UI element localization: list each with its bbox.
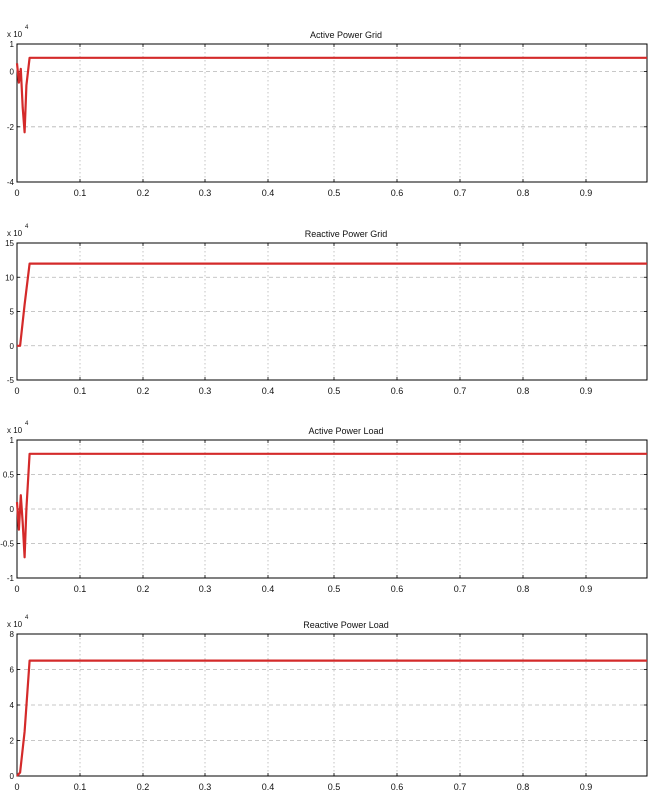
x-tick-label: 0.7 bbox=[454, 782, 467, 792]
y-tick-label: 0 bbox=[10, 772, 15, 781]
x-tick-label: 0 bbox=[14, 782, 19, 792]
chart-panel-3: 0 0.1 0.2 0.3 0.4 0.5 0.6 0.7 0.8 0.9 1 0.5 0 -0.5 -1 x… bbox=[0, 421, 648, 594]
x-tick-label: 0.3 bbox=[199, 188, 212, 198]
y-tick-label: -1 bbox=[7, 574, 15, 583]
y-tick-label: -4 bbox=[7, 178, 15, 187]
y-tick-label: 1 bbox=[10, 40, 15, 49]
chart-title: Reactive Power Load bbox=[303, 620, 389, 630]
x-tick-label: 0.5 bbox=[328, 188, 341, 198]
x-tick-label: 0.4 bbox=[262, 782, 275, 792]
x-tick-label: 0.1 bbox=[74, 188, 87, 198]
x-tick-label: 0 bbox=[14, 188, 19, 198]
x-tick-label: 0.7 bbox=[454, 584, 467, 594]
x-tick-label: 0 bbox=[14, 584, 19, 594]
x-tick-label: 0.3 bbox=[199, 386, 212, 396]
x-tick-label: 0.3 bbox=[199, 584, 212, 594]
x-tick-label: 0.3 bbox=[199, 782, 212, 792]
series-line-1 bbox=[15, 452, 647, 559]
x-tick-label: 0.7 bbox=[454, 188, 467, 198]
series-line-1 bbox=[17, 262, 647, 347]
y-tick-label: 4 bbox=[10, 701, 15, 710]
y-tick-label: 8 bbox=[10, 630, 15, 639]
x-tick-label: 0.4 bbox=[262, 584, 275, 594]
chart-title: Reactive Power Grid bbox=[305, 229, 388, 239]
x-tick-label: 0.1 bbox=[74, 584, 87, 594]
y-tick-label: -2 bbox=[7, 123, 15, 132]
exponent-label: x 10 bbox=[7, 30, 23, 39]
exponent-label: x 10 bbox=[7, 620, 23, 629]
x-tick-label: 0.9 bbox=[580, 584, 593, 594]
x-tick-label: 0.8 bbox=[517, 188, 530, 198]
exponent-power: 4 bbox=[25, 421, 29, 427]
x-tick-label: 0.2 bbox=[137, 782, 150, 792]
x-tick-label: 0.9 bbox=[580, 782, 593, 792]
x-tick-label: 0.2 bbox=[137, 386, 150, 396]
x-tick-label: 0 bbox=[14, 386, 19, 396]
y-tick-label: 15 bbox=[5, 239, 14, 248]
y-tick-label: 0 bbox=[10, 68, 15, 77]
y-tick-label: -0.5 bbox=[0, 540, 14, 549]
exponent-power: 4 bbox=[25, 224, 29, 230]
chart-title: Active Power Load bbox=[308, 426, 383, 436]
y-tick-label: 0.5 bbox=[3, 471, 15, 480]
y-tick-label: 1 bbox=[10, 436, 15, 445]
axes-box bbox=[16, 43, 648, 183]
x-tick-label: 0.4 bbox=[262, 188, 275, 198]
x-tick-label: 0.6 bbox=[391, 782, 404, 792]
x-tick-label: 0.9 bbox=[580, 386, 593, 396]
x-tick-label: 0.5 bbox=[328, 584, 341, 594]
x-tick-label: 0.9 bbox=[580, 188, 593, 198]
exponent-power: 4 bbox=[25, 25, 29, 31]
x-tick-label: 0.6 bbox=[391, 584, 404, 594]
x-tick-label: 0.7 bbox=[454, 386, 467, 396]
y-tick-label: 0 bbox=[10, 505, 15, 514]
series-line-1 bbox=[16, 659, 647, 777]
x-tick-label: 0.8 bbox=[517, 584, 530, 594]
y-tick-label: 2 bbox=[10, 737, 15, 746]
x-tick-label: 0.1 bbox=[74, 782, 87, 792]
y-tick-label: 6 bbox=[10, 666, 15, 675]
chart-panel-1: 0 0.1 0.2 0.3 0.4 0.5 0.6 0.7 0.8 0.9 1 0 -2 -4 x 104 A… bbox=[7, 25, 648, 198]
x-tick-label: 0.5 bbox=[328, 782, 341, 792]
x-tick-label: 0.5 bbox=[328, 386, 341, 396]
chart-title: Active Power Grid bbox=[310, 30, 382, 40]
x-tick-label: 0.2 bbox=[137, 188, 150, 198]
x-tick-label: 0.6 bbox=[391, 188, 404, 198]
y-tick-label: -5 bbox=[7, 376, 15, 385]
y-tick-label: 0 bbox=[10, 342, 15, 351]
exponent-label: x 10 bbox=[7, 229, 23, 238]
x-tick-label: 0.2 bbox=[137, 584, 150, 594]
series-line-1 bbox=[15, 56, 647, 134]
x-tick-label: 0.4 bbox=[262, 386, 275, 396]
exponent-label: x 10 bbox=[7, 426, 23, 435]
y-tick-label: 10 bbox=[5, 273, 14, 282]
exponent-power: 4 bbox=[25, 615, 29, 621]
x-tick-label: 0.8 bbox=[517, 782, 530, 792]
x-tick-label: 0.1 bbox=[74, 386, 87, 396]
x-tick-label: 0.6 bbox=[391, 386, 404, 396]
y-tick-label: 5 bbox=[10, 308, 15, 317]
x-tick-label: 0.8 bbox=[517, 386, 530, 396]
